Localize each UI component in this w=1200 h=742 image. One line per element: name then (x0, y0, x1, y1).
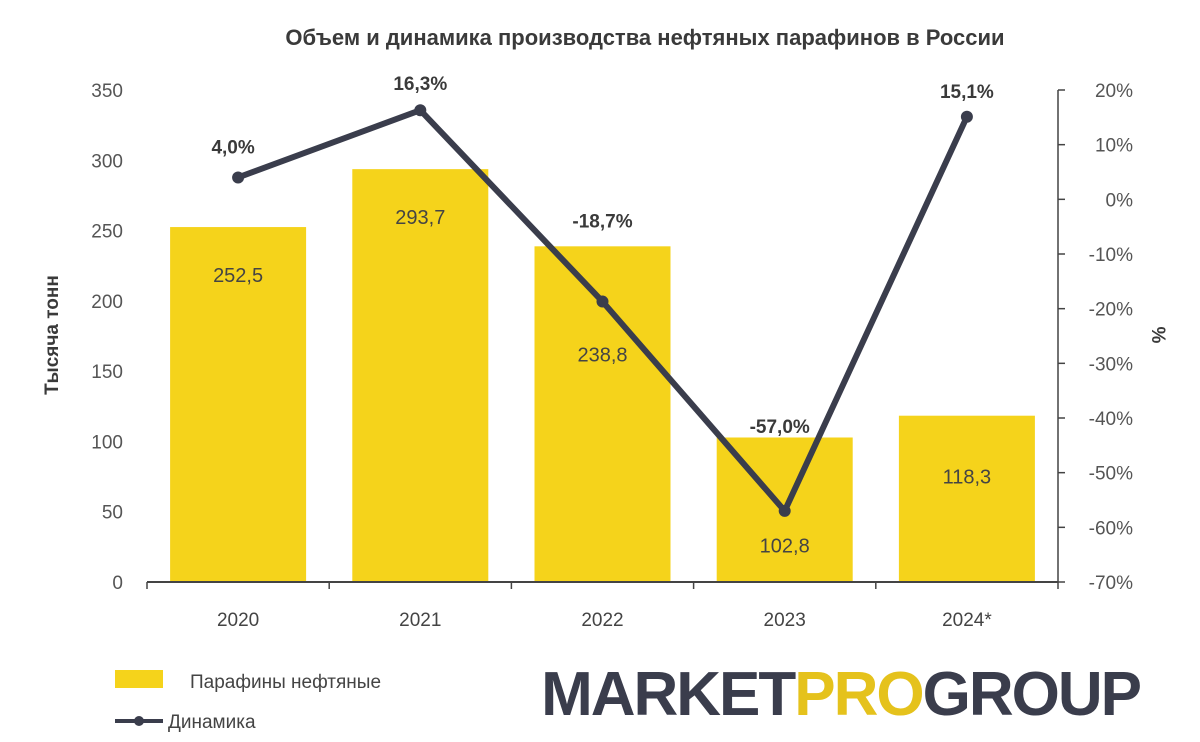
y2-tick-label: -20% (1089, 300, 1133, 321)
legend: Парафины нефтяные Динамика (115, 670, 381, 733)
y2-tick-label: -60% (1089, 518, 1133, 539)
bar-value-label: 293,7 (395, 207, 445, 229)
y2-tick-label: -40% (1089, 409, 1133, 430)
bar-value-label: 252,5 (213, 265, 263, 287)
bar-value-label: 238,8 (577, 344, 627, 366)
bar-value-label: 102,8 (760, 535, 810, 557)
line-group: 4,0% 16,3% -18,7% -57,0% 15,1% (211, 74, 994, 517)
y-tick-label: 100 (91, 432, 123, 453)
legend-bar-label: Парафины нефтяные (190, 672, 381, 693)
x-tick-label: 2022 (581, 610, 623, 631)
bars-group: 252,5 293,7 238,8 102,8 118,3 (170, 169, 1035, 583)
legend-line-label: Динамика (168, 712, 256, 733)
logo-part-market: MARKET (541, 660, 796, 729)
bar-2020 (170, 227, 307, 583)
x-tick-label: 2020 (217, 610, 259, 631)
logo-part-group: GROUP (923, 660, 1141, 729)
dynamics-point (232, 171, 245, 184)
axes-group: 2020 2021 2022 2023 2024* 350 300 250 200 150 100 5… (91, 81, 1133, 631)
chart-title: Объем и динамика производства нефтяных п… (285, 25, 1004, 50)
y-tick-label: 300 (91, 151, 123, 172)
bar-2021 (352, 169, 489, 582)
dynamics-point (414, 104, 427, 117)
y2-tick-label: -70% (1089, 573, 1133, 594)
bar-value-label: 118,3 (943, 467, 992, 489)
y-tick-label: 150 (91, 362, 123, 383)
y-tick-label: 0 (112, 573, 123, 594)
y2-tick-label: 0% (1106, 190, 1134, 211)
y-tick-label: 200 (91, 292, 123, 313)
y-tick-label: 50 (102, 503, 123, 524)
x-tick-label: 2024* (942, 610, 992, 631)
marketprogroup-logo: MARKETPROGROUP (541, 660, 1141, 729)
dynamics-value-label: -57,0% (750, 417, 810, 438)
dynamics-point (960, 110, 973, 123)
logo-part-pro: PRO (794, 660, 922, 729)
y2-tick-label: -10% (1089, 245, 1133, 266)
y-axis-title: Тысяча тонн (42, 275, 63, 395)
dynamics-point (778, 504, 791, 517)
legend-line-marker (134, 716, 144, 726)
y-tick-label: 250 (91, 222, 123, 243)
legend-bar-swatch (115, 670, 163, 688)
dynamics-value-label: 4,0% (211, 137, 254, 158)
x-tick-label: 2023 (764, 610, 806, 631)
x-tick-label: 2021 (399, 610, 441, 631)
y2-tick-label: 20% (1095, 81, 1133, 102)
y-tick-label: 350 (91, 81, 123, 102)
y2-tick-label: -30% (1089, 354, 1133, 375)
y2-tick-label: -50% (1089, 464, 1133, 485)
y2-tick-label: 10% (1095, 136, 1133, 157)
dynamics-value-label: 15,1% (940, 82, 994, 103)
dynamics-value-label: -18,7% (572, 212, 632, 233)
bar-2024* (898, 415, 1035, 582)
y2-axis-title: % (1147, 327, 1168, 344)
dynamics-point (596, 295, 609, 308)
dynamics-value-label: 16,3% (393, 74, 447, 95)
